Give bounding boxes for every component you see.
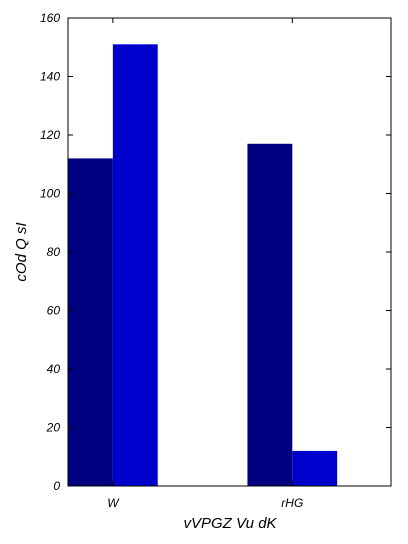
y-tick-label: 100 [40, 187, 60, 201]
x-tick-label-W: W [107, 496, 120, 510]
bar-W-series-1 [68, 158, 113, 486]
y-axis: 0 20 40 60 80 100 120 140 160 [40, 11, 391, 493]
x-axis-label: vVPGZ Vu dK [183, 515, 277, 532]
y-tick-label: 40 [47, 362, 61, 376]
x-tick-label-rHG: rHG [281, 496, 303, 510]
y-tick-label: 120 [40, 128, 60, 142]
bar-W-series-2 [112, 44, 158, 486]
y-tick-label: 80 [47, 245, 61, 259]
y-tick-label: 160 [40, 11, 60, 25]
y-tick-label: 20 [46, 421, 61, 435]
bars-layer [68, 44, 338, 486]
y-axis-label: cOd Q sI [13, 222, 30, 281]
y-tick-label: 60 [47, 304, 61, 318]
bar-rHG-series-2 [292, 450, 338, 486]
bar-rHG-series-1 [247, 143, 293, 486]
y-tick-label: 0 [53, 479, 60, 493]
y-tick-label: 140 [40, 70, 60, 84]
